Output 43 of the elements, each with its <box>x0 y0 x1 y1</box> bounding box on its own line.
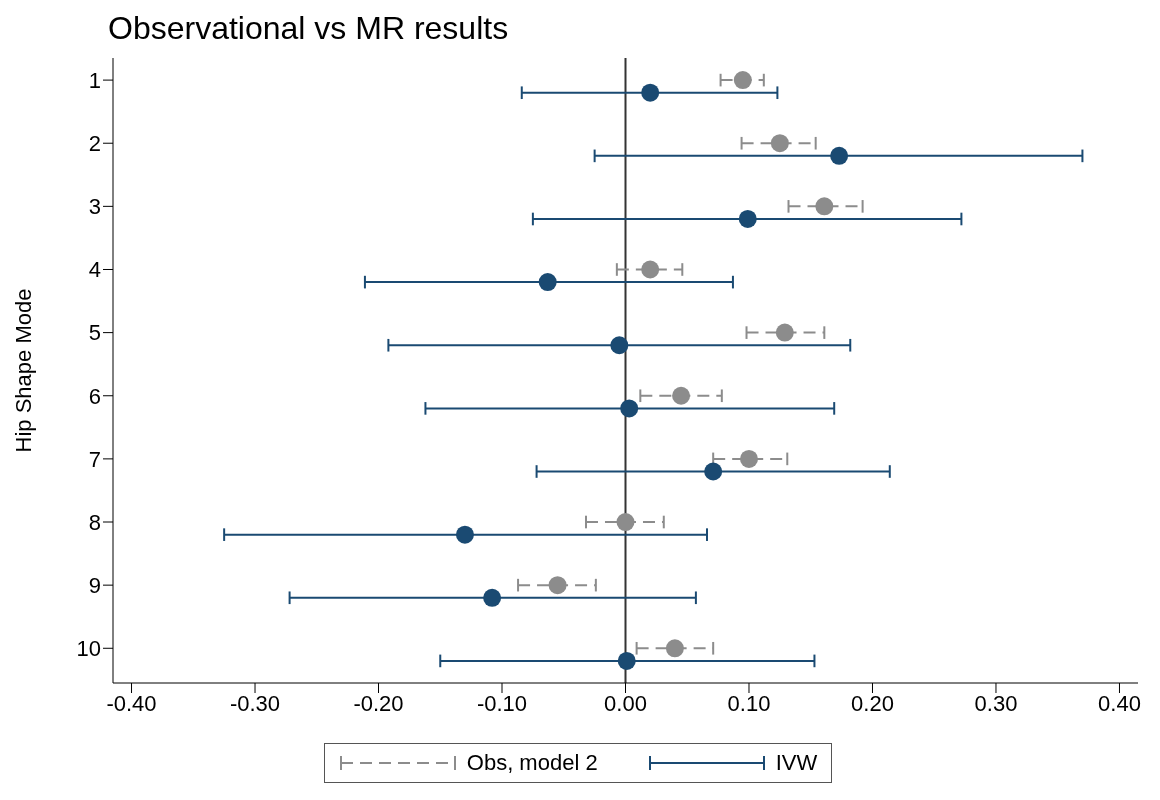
y-tick-label: 3 <box>88 194 101 220</box>
legend-label: Obs, model 2 <box>466 750 598 776</box>
point <box>830 146 849 165</box>
point <box>641 83 660 102</box>
point <box>665 639 684 658</box>
point <box>455 525 474 544</box>
y-tick-label: 7 <box>88 446 101 472</box>
point <box>483 588 502 607</box>
y-tick-label: 1 <box>88 67 101 93</box>
x-tick-label: 0.00 <box>604 690 647 716</box>
x-tick-label: -0.40 <box>106 690 157 716</box>
x-tick-label: -0.20 <box>353 690 404 716</box>
point <box>672 386 691 405</box>
point <box>538 273 557 292</box>
y-tick-label: 9 <box>88 572 101 598</box>
point <box>616 513 635 532</box>
point <box>548 576 567 595</box>
x-tick-label: 0.20 <box>851 690 894 716</box>
point <box>733 71 752 90</box>
x-tick-label: 0.10 <box>727 690 771 716</box>
y-tick-label: 8 <box>88 509 101 535</box>
point <box>770 134 789 153</box>
point <box>704 462 723 481</box>
chart-title: Observational vs MR results <box>107 9 510 48</box>
x-tick-label: 0.30 <box>974 690 1018 716</box>
legend-label: IVW <box>775 750 818 776</box>
y-tick-label: 6 <box>88 383 101 409</box>
point <box>610 336 629 355</box>
point <box>739 449 758 468</box>
x-tick-label: -0.10 <box>476 690 528 716</box>
point <box>815 197 834 216</box>
point <box>617 651 636 670</box>
point <box>738 209 757 228</box>
y-tick-label: 4 <box>88 257 101 283</box>
point <box>620 399 639 418</box>
y-tick-label: 10 <box>76 636 101 662</box>
x-tick-label: -0.30 <box>229 690 281 716</box>
y-axis-title: Hip Shape Mode <box>10 288 36 453</box>
x-tick-label: 0.40 <box>1098 690 1141 716</box>
y-tick-label: 2 <box>88 131 101 157</box>
y-tick-label: 5 <box>88 320 101 346</box>
point <box>641 260 660 279</box>
point <box>775 323 794 342</box>
